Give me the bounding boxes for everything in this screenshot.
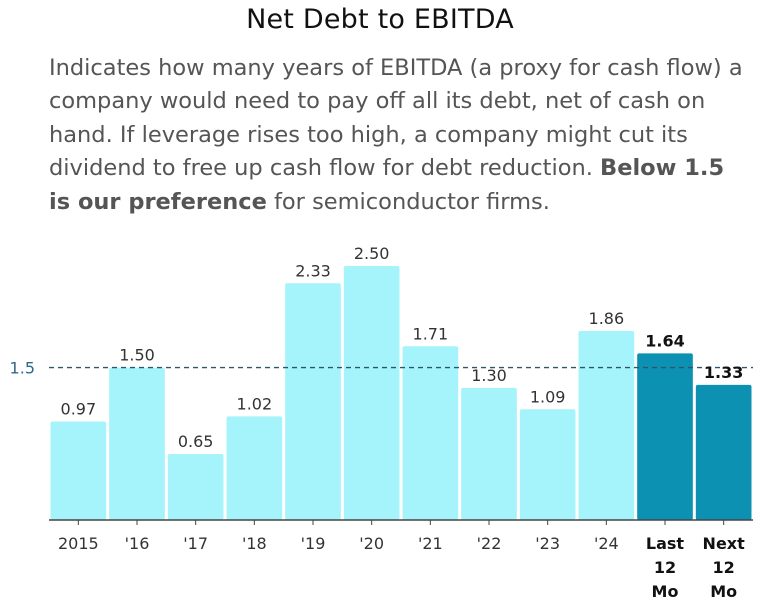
data-label: 1.09: [530, 387, 566, 406]
data-label: 1.33: [704, 363, 743, 382]
data-label: 2.33: [295, 261, 331, 280]
bar: [343, 266, 400, 520]
description-text: Indicates how many years of EBITDA (a pr…: [49, 55, 743, 182]
x-tick-label: Last: [646, 534, 685, 553]
x-tick-label: Mo: [710, 582, 737, 601]
x-tick-label: 2015: [58, 534, 99, 553]
data-label: 1.86: [589, 309, 625, 328]
data-label: 2.50: [354, 244, 390, 263]
x-tick-label: '16: [125, 534, 150, 553]
x-tick-label: '24: [594, 534, 619, 553]
chart-description: Indicates how many years of EBITDA (a pr…: [49, 52, 749, 219]
data-label: 1.71: [413, 324, 449, 343]
x-tick-label: '22: [477, 534, 502, 553]
data-label: 0.97: [61, 399, 97, 418]
bar: [109, 367, 165, 520]
bar: [461, 387, 517, 520]
data-label: 1.64: [645, 331, 684, 350]
bar: [285, 283, 341, 520]
reference-line-label: 1.5: [10, 359, 35, 378]
x-tick-label: '20: [359, 534, 384, 553]
data-label: 1.30: [471, 366, 507, 385]
bar: [50, 421, 107, 520]
x-tick-label: 12: [654, 558, 676, 577]
bar: [519, 409, 576, 520]
description-emphasis: Below 1.5 is our preference: [49, 155, 725, 215]
x-tick-label: 12: [713, 558, 735, 577]
data-label: 1.50: [119, 346, 155, 365]
x-tick-label: Next: [703, 534, 746, 553]
bar: [578, 331, 635, 520]
description-suffix: for semiconductor firms.: [266, 188, 550, 215]
bar: [402, 346, 459, 520]
data-label: 0.65: [178, 432, 214, 451]
bar: [226, 416, 283, 520]
x-tick-label: '18: [242, 534, 267, 553]
x-tick-label: '23: [535, 534, 560, 553]
chart-title: Net Debt to EBITDA: [246, 4, 514, 35]
x-tick-label: '19: [301, 534, 326, 553]
bar: [167, 453, 224, 520]
x-tick-label: '17: [183, 534, 208, 553]
bar: [637, 353, 693, 520]
data-label: 1.02: [237, 394, 273, 413]
x-tick-label: Mo: [652, 582, 679, 601]
bar: [695, 384, 752, 520]
x-tick-label: '21: [418, 534, 443, 553]
